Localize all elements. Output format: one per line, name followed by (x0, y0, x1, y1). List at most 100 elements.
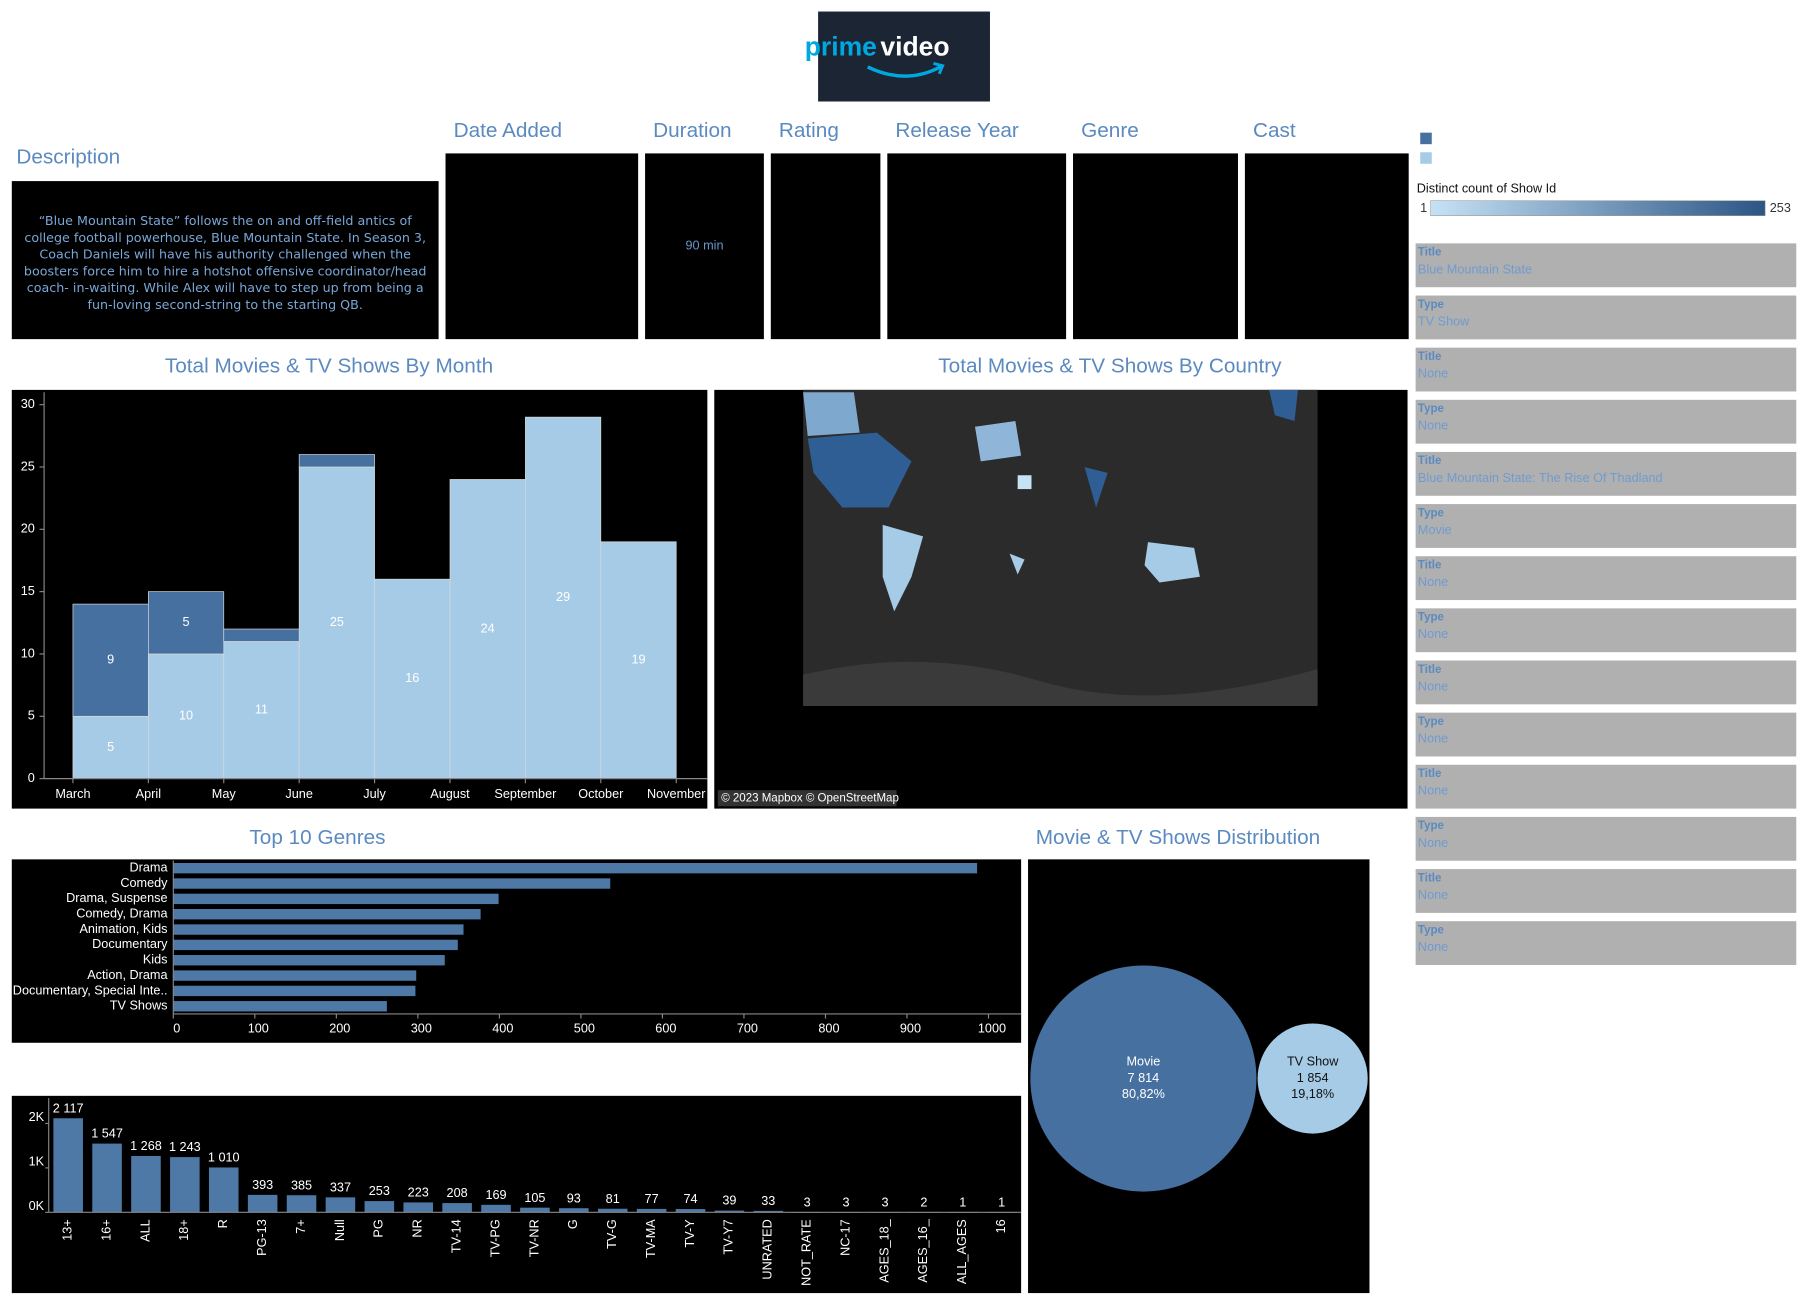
logo-smile (866, 65, 942, 78)
record-panel (1415, 295, 1797, 340)
record-field: Title (1418, 872, 1442, 884)
filter-label: Description (16, 146, 120, 169)
map-attribution: © 2023 Mapbox © OpenStreetMap (721, 792, 899, 804)
y-tick-label: Animation, Kids (79, 922, 167, 936)
record-field: Type (1418, 403, 1445, 415)
record-field: Type (1418, 716, 1445, 728)
data-label: 11 (255, 702, 268, 716)
logo-text: prime (805, 31, 877, 61)
record-value: None (1418, 732, 1448, 746)
record-field: Title (1418, 559, 1442, 571)
record-panel (1415, 556, 1797, 601)
bar-segment (72, 603, 149, 717)
x-tick-label: G (566, 1219, 580, 1229)
description-box: “Blue Mountain State” follows the on and… (24, 213, 427, 312)
record-value: None (1418, 679, 1448, 693)
record-panel (1415, 504, 1797, 548)
x-tick-label: November (647, 787, 706, 801)
filter-box (770, 153, 881, 340)
bar (173, 878, 611, 889)
x-tick-label: ALL (138, 1219, 152, 1242)
record-field: Type (1418, 299, 1445, 311)
x-tick-label: 500 (574, 1021, 595, 1035)
logo-arrow (933, 62, 945, 75)
data-label: 337 (330, 1180, 351, 1194)
x-tick-label: UNRATED (761, 1219, 775, 1279)
filter-label: Duration (653, 119, 731, 142)
x-tick-label: NC-17 (838, 1219, 852, 1256)
y-tick-label: Drama (129, 861, 168, 875)
record-field: Type (1418, 507, 1445, 519)
y-tick-label: Comedy (120, 876, 168, 890)
bar (173, 985, 416, 997)
record-panel (1415, 660, 1797, 705)
record-field: Title (1418, 247, 1442, 259)
chart-title: Top 10 Genres (249, 826, 385, 849)
record-panel (1415, 921, 1797, 966)
data-label: 208 (447, 1186, 468, 1200)
logo-box (818, 11, 990, 102)
bubble-label: Movie (1126, 1055, 1160, 1069)
data-label: 81 (606, 1192, 620, 1206)
bar (675, 1209, 706, 1213)
x-tick-label: NOT_RATE (800, 1219, 814, 1286)
chart-title: Total Movies & TV Shows By Month (165, 354, 493, 377)
record-value: None (1418, 627, 1448, 641)
data-label: 93 (567, 1191, 581, 1205)
bar (753, 1210, 784, 1213)
chart-panel (11, 859, 1022, 1043)
legend-swatch (1420, 152, 1432, 164)
bar-segment (374, 578, 451, 779)
data-label: 1 243 (169, 1140, 201, 1154)
bubble (1257, 1023, 1368, 1134)
record-value: None (1418, 419, 1448, 433)
y-tick-label: 20 (21, 522, 35, 536)
y-tick-label: 10 (21, 646, 35, 660)
record-value: Movie (1418, 523, 1452, 537)
filter-label: Cast (1253, 119, 1296, 142)
bar (325, 1197, 356, 1213)
record-panel (1415, 816, 1797, 861)
x-tick-label: September (494, 787, 557, 801)
x-tick-label: 900 (900, 1021, 921, 1035)
bubble (1030, 965, 1257, 1192)
record-value: None (1418, 836, 1448, 850)
data-label: 39 (722, 1194, 736, 1208)
data-label: 385 (291, 1178, 312, 1192)
bubble-share: 19,18% (1291, 1087, 1334, 1101)
data-label: 77 (645, 1192, 659, 1206)
y-tick-label: Drama, Suspense (66, 891, 167, 905)
x-tick-label: 16 (994, 1219, 1008, 1233)
record-value: None (1418, 575, 1448, 589)
data-label: 3 (804, 1195, 811, 1209)
x-tick-label: June (285, 787, 312, 801)
x-tick-label: July (363, 787, 386, 801)
bar-segment (298, 466, 375, 779)
bar (170, 1157, 200, 1213)
filter-box (11, 181, 439, 340)
bar (53, 1118, 83, 1213)
filter-box (1244, 153, 1409, 340)
x-tick-label: Null (333, 1219, 347, 1241)
x-tick-label: NR (411, 1219, 425, 1237)
x-tick-label: PG (372, 1219, 386, 1237)
map-country (1084, 467, 1108, 508)
bar (173, 909, 481, 920)
x-tick-label: 100 (248, 1021, 269, 1035)
x-tick-label: ALL_AGES (955, 1219, 969, 1284)
y-tick-label: Action, Drama (87, 968, 168, 982)
filter-box (445, 153, 639, 340)
record-value: Blue Mountain State (1418, 262, 1532, 276)
data-label: 33 (761, 1194, 775, 1208)
record-field: Title (1418, 455, 1442, 467)
x-tick-label: PG-13 (255, 1219, 269, 1256)
y-tick-label: Comedy, Drama (76, 907, 168, 921)
data-label: 5 (107, 740, 114, 754)
filter-box (887, 153, 1067, 340)
filter-label: Release Year (895, 119, 1019, 142)
bar (173, 970, 417, 981)
record-value: None (1418, 367, 1448, 381)
bar (173, 1001, 387, 1012)
filter-value: 90 min (685, 239, 723, 253)
